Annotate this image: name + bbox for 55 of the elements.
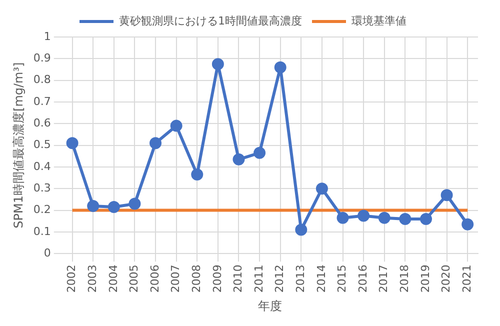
x-axis-title: 年度 — [258, 298, 282, 313]
x-tick-label: 2012 — [273, 264, 286, 293]
x-tick-label: 2003 — [86, 264, 99, 293]
point — [66, 137, 78, 150]
point — [378, 212, 390, 224]
y-tick-label: 0.6 — [33, 116, 51, 130]
x-tick-label: 2018 — [398, 264, 412, 293]
point — [232, 153, 245, 166]
point — [295, 224, 308, 236]
point — [254, 146, 266, 159]
point — [336, 212, 349, 224]
x-tick-label: 2004 — [106, 264, 120, 293]
x-tick-label: 2015 — [336, 264, 349, 293]
x-tick-label: 2005 — [128, 264, 141, 293]
point — [358, 210, 370, 222]
y-tick-label: 0 — [44, 246, 51, 260]
x-tick-label: 2011 — [252, 264, 266, 293]
y-tick-label: 1 — [44, 30, 51, 43]
x-tick-label: 2017 — [377, 264, 390, 293]
point — [87, 200, 100, 212]
x-tick-label: 2002 — [65, 264, 78, 293]
legend-label: 環境基準値 — [352, 14, 406, 28]
x-tick-label: 2014 — [314, 264, 328, 293]
x-tick-label: 2010 — [232, 264, 245, 293]
point — [170, 120, 182, 132]
point — [420, 212, 432, 225]
x-tick-label: 2021 — [460, 264, 474, 293]
point — [128, 198, 141, 210]
point — [462, 218, 474, 230]
x-tick-label: 2013 — [294, 264, 308, 293]
y-tick-label: 0.9 — [33, 52, 51, 65]
point — [440, 189, 453, 202]
y-tick-label: 0.2 — [33, 203, 51, 216]
x-tick-label: 2008 — [190, 264, 203, 293]
y-tick-label: 0.4 — [33, 160, 51, 173]
x-tick-label: 2007 — [169, 264, 182, 293]
legend-label: 黄砂観測県における1時間値最高濃度 — [119, 14, 302, 28]
point — [191, 168, 204, 181]
x-tick-label: 2019 — [418, 264, 432, 293]
y-tick-label: 0.8 — [33, 73, 51, 86]
x-tick-label: 2016 — [356, 264, 370, 293]
y-tick-label: 0.5 — [33, 138, 51, 152]
point — [316, 182, 328, 195]
x-tick-label: 2009 — [210, 264, 224, 293]
point — [274, 61, 286, 74]
point — [150, 137, 162, 150]
point — [212, 58, 224, 70]
y-tick-label: 0.1 — [33, 224, 51, 238]
y-tick-label: 0.3 — [33, 181, 51, 194]
y-axis-title: SPM1時間値最高濃度[mg/m³] — [11, 62, 26, 228]
point — [108, 201, 120, 214]
point — [399, 212, 412, 225]
y-tick-label: 0.7 — [33, 94, 51, 108]
x-tick-label: 2006 — [148, 264, 162, 293]
x-tick-label: 2020 — [440, 264, 453, 293]
